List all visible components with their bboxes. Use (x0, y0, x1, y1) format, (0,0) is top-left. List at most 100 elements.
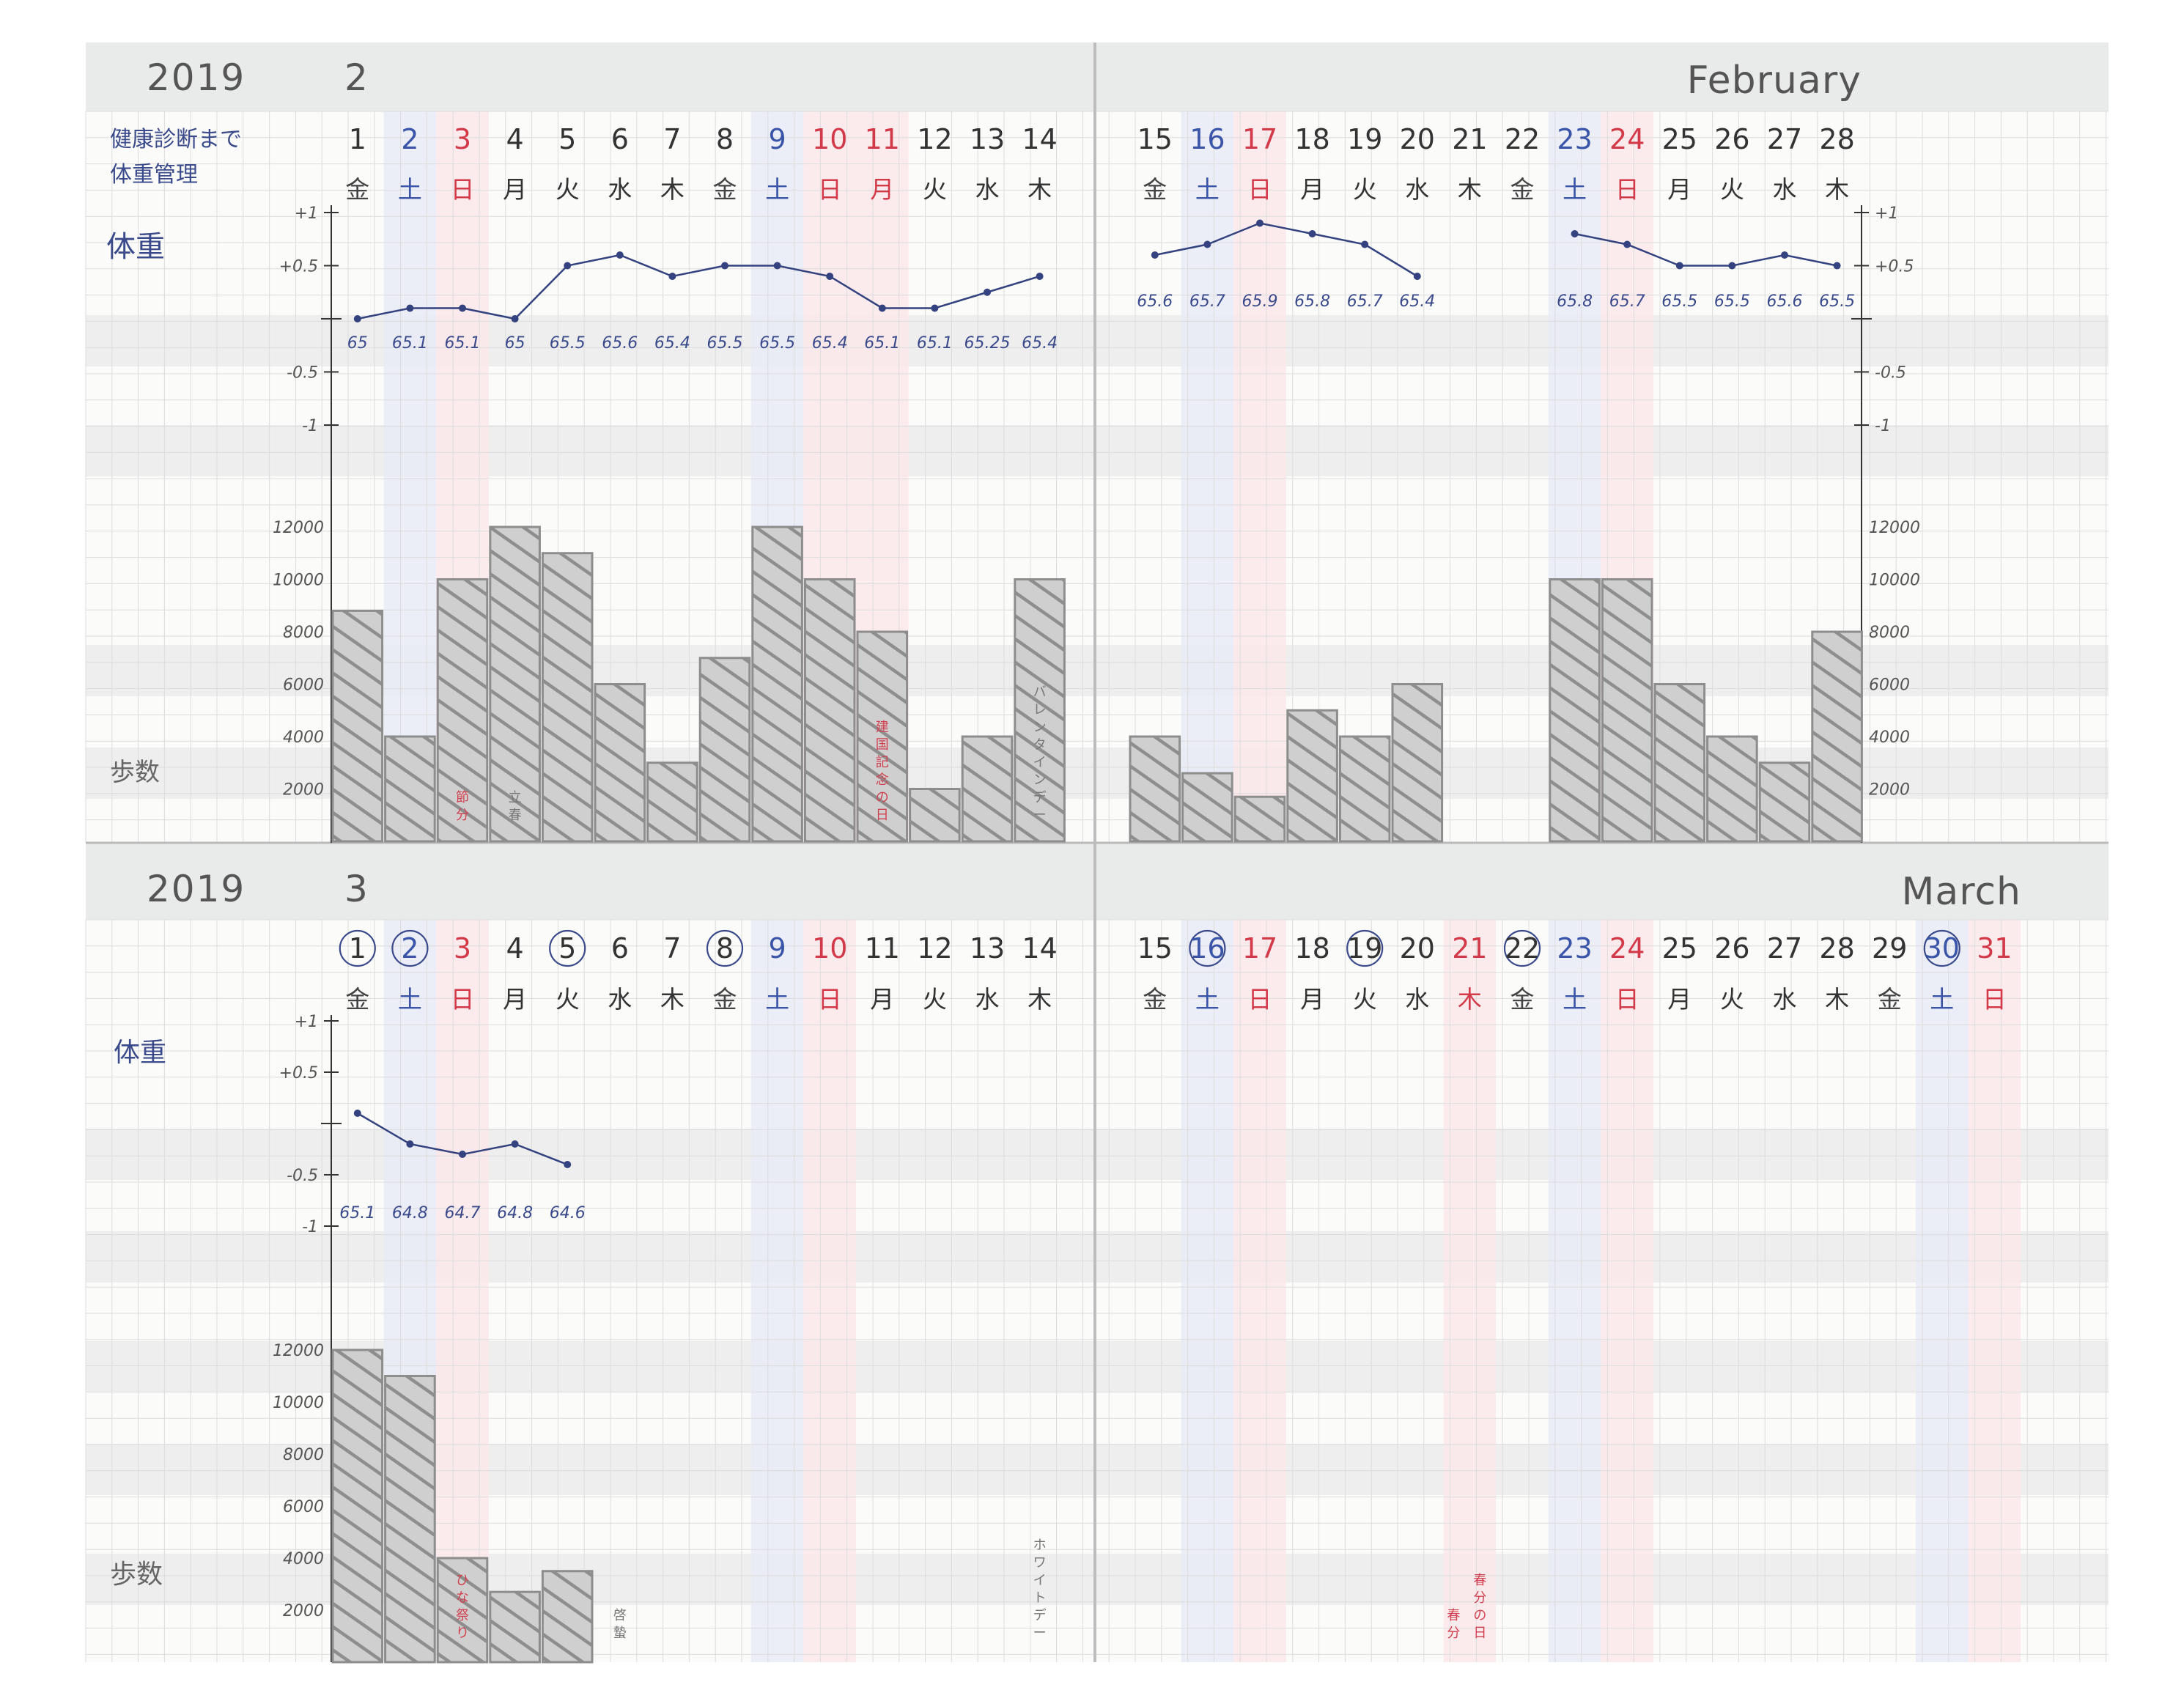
feb-right-steps-tick-label: 12000 (1869, 519, 1920, 537)
feb-day-number-20: 20 (1400, 123, 1435, 155)
feb-weight-point-16 (1203, 240, 1211, 248)
day-band-21 (1443, 920, 1497, 1662)
feb-annotation-3: 分 (456, 808, 469, 823)
mar-weekday-6: 水 (608, 985, 632, 1014)
feb-day-number-27: 27 (1767, 123, 1802, 155)
mar-weekday-28: 木 (1825, 985, 1849, 1014)
feb-right-steps-tick-label: 10000 (1869, 572, 1920, 590)
mar-weekday-15: 金 (1143, 985, 1167, 1014)
step-bars (331, 525, 1863, 1664)
feb-annotation-14: タ (1033, 737, 1047, 753)
feb-right-weight-tick-label: -1 (1875, 417, 1891, 435)
mar-weight-value-5: 64.6 (550, 1204, 586, 1222)
mar-weekday-12: 火 (923, 985, 947, 1014)
feb-steps-bar-4 (489, 525, 541, 843)
mar-day-number-15: 15 (1137, 932, 1173, 964)
feb-weekday-19: 火 (1353, 175, 1377, 204)
feb-steps-bar-16 (1181, 772, 1233, 843)
day-band-23 (1548, 920, 1601, 1662)
mar-day-number-2: 2 (401, 932, 418, 964)
feb-weight-value-24: 65.7 (1609, 292, 1645, 311)
feb-right-steps-tick-label: 6000 (1869, 676, 1910, 695)
feb-steps-bar-23 (1549, 578, 1601, 843)
feb-weight-point-28 (1833, 262, 1841, 270)
feb-day-number-21: 21 (1452, 123, 1487, 155)
mar-day-number-20: 20 (1400, 932, 1435, 964)
feb-weight-point-6 (616, 251, 624, 259)
feb-steps-bar-19 (1338, 735, 1391, 843)
feb-day-number-26: 26 (1714, 123, 1749, 155)
mar-left-weight-tick-label: -0.5 (287, 1167, 318, 1185)
mar-weekday-22: 金 (1510, 985, 1535, 1014)
feb-day-number-10: 10 (812, 123, 847, 155)
feb-weight-value-12: 65.1 (917, 334, 953, 353)
feb-weight-value-28: 65.5 (1819, 292, 1855, 311)
mar-weekday-24: 日 (1615, 985, 1639, 1014)
feb-weight-value-11: 65.1 (864, 334, 900, 353)
feb-weekday-28: 木 (1825, 175, 1849, 204)
feb-right-steps-tick-label: 2000 (1869, 781, 1910, 800)
feb-weight-value-15: 65.6 (1137, 292, 1173, 311)
feb-left-steps-tick-label: 8000 (283, 624, 324, 642)
feb-weight-line-0 (357, 254, 1040, 320)
feb-weekday-14: 木 (1028, 175, 1052, 204)
feb-steps-label: 歩数 (110, 758, 160, 787)
mar-annotation-21: 分 (1473, 1590, 1486, 1606)
mar-weight-value-3: 64.7 (445, 1204, 481, 1222)
feb-weight-value-14: 65.4 (1022, 334, 1058, 353)
mar-day-circle-5 (549, 929, 586, 967)
mar-left-steps-tick-label: 10000 (273, 1394, 324, 1412)
feb-weight-point-2 (406, 304, 414, 312)
feb-day-number-18: 18 (1294, 123, 1329, 155)
mar-weekday-10: 日 (818, 985, 842, 1014)
feb-day-number-13: 13 (970, 123, 1005, 155)
feb-steps-bar-3 (436, 578, 489, 843)
feb-weight-point-27 (1781, 251, 1788, 259)
mar-day-circle-8 (706, 929, 744, 967)
day-band-17 (1233, 920, 1286, 1662)
feb-weekday-24: 日 (1615, 175, 1639, 204)
feb-weekday-27: 水 (1773, 175, 1797, 204)
feb-steps-bar-27 (1758, 761, 1811, 843)
feb-steps-bar-15 (1129, 735, 1181, 843)
feb-left-steps-tick-label: 10000 (273, 572, 324, 590)
feb-weight-value-3: 65.1 (445, 334, 481, 353)
feb-annotation-14: バ (1033, 685, 1047, 700)
feb-steps-bar-1 (331, 609, 384, 843)
feb-english-month: February (1687, 59, 1862, 103)
feb-day-number-9: 9 (769, 123, 786, 155)
mar-weight-label: 体重 (114, 1038, 166, 1068)
feb-weight-value-5: 65.5 (550, 334, 586, 353)
mar-annotation-3: り (456, 1626, 469, 1641)
mar-weekday-31: 日 (1982, 985, 2007, 1014)
feb-weekday-1: 金 (345, 175, 369, 204)
feb-steps-bar-11 (856, 630, 909, 843)
feb-weight-line-2 (1574, 232, 1837, 267)
feb-weight-value-16: 65.7 (1189, 292, 1225, 311)
feb-weight-value-4: 65 (505, 334, 525, 353)
feb-steps-bar-8 (698, 657, 751, 843)
mar-annotation-6: 蟄 (613, 1626, 627, 1641)
feb-weekday-7: 木 (660, 175, 685, 204)
mar-weekday-26: 火 (1720, 985, 1744, 1014)
feb-annotation-14: ー (1033, 808, 1047, 823)
mar-annotation-14: イ (1033, 1573, 1047, 1588)
mar-steps-bar-5 (541, 1570, 594, 1664)
mar-day-number-29: 29 (1872, 932, 1907, 964)
feb-weight-point-5 (564, 262, 572, 270)
mar-day-number-10: 10 (812, 932, 847, 964)
mar-weekday-7: 木 (660, 985, 685, 1014)
feb-day-number-1: 1 (349, 123, 366, 155)
feb-weekday-4: 月 (503, 175, 527, 204)
mar-weekday-20: 水 (1405, 985, 1429, 1014)
feb-right-weight-tick-label: +1 (1875, 204, 1898, 223)
mar-steps-bar-3 (436, 1557, 489, 1664)
mar-left-weight-tick-label: +0.5 (279, 1064, 318, 1082)
day-band-24 (1601, 920, 1653, 1662)
feb-month: 2 (344, 56, 368, 99)
mar-weekday-8: 金 (713, 985, 737, 1014)
day-band-16 (1181, 111, 1234, 843)
mar-annotation-3: な (456, 1590, 469, 1606)
feb-weekday-16: 土 (1195, 175, 1220, 204)
